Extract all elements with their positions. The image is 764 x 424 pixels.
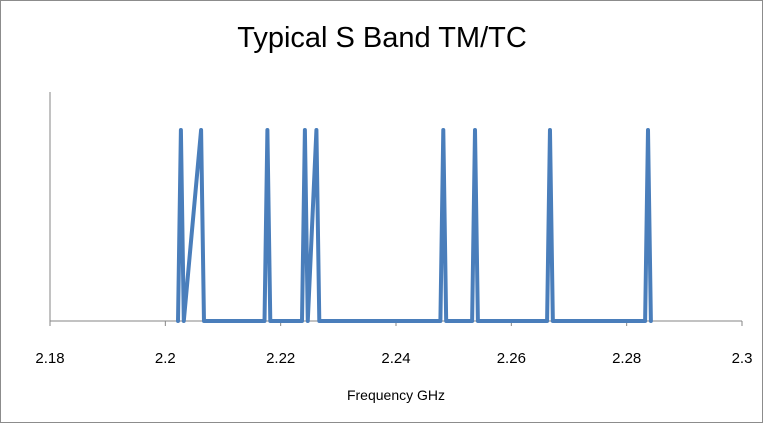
x-tick-label: 2.28	[612, 350, 641, 367]
x-tick-label: 2.22	[266, 350, 295, 367]
chart-title: Typical S Band TM/TC	[237, 22, 527, 54]
x-tick-label: 2.18	[35, 350, 64, 367]
x-tick-label: 2.3	[732, 350, 753, 367]
x-tick-label: 2.26	[497, 350, 526, 367]
series-line	[176, 128, 653, 323]
x-tick-labels: 2.18 2.2 2.22 2.24 2.26 2.28 2.3	[35, 350, 752, 367]
x-tick-label: 2.24	[381, 350, 410, 367]
x-axis-title: Frequency GHz	[347, 387, 445, 403]
x-tick-label: 2.2	[155, 350, 176, 367]
